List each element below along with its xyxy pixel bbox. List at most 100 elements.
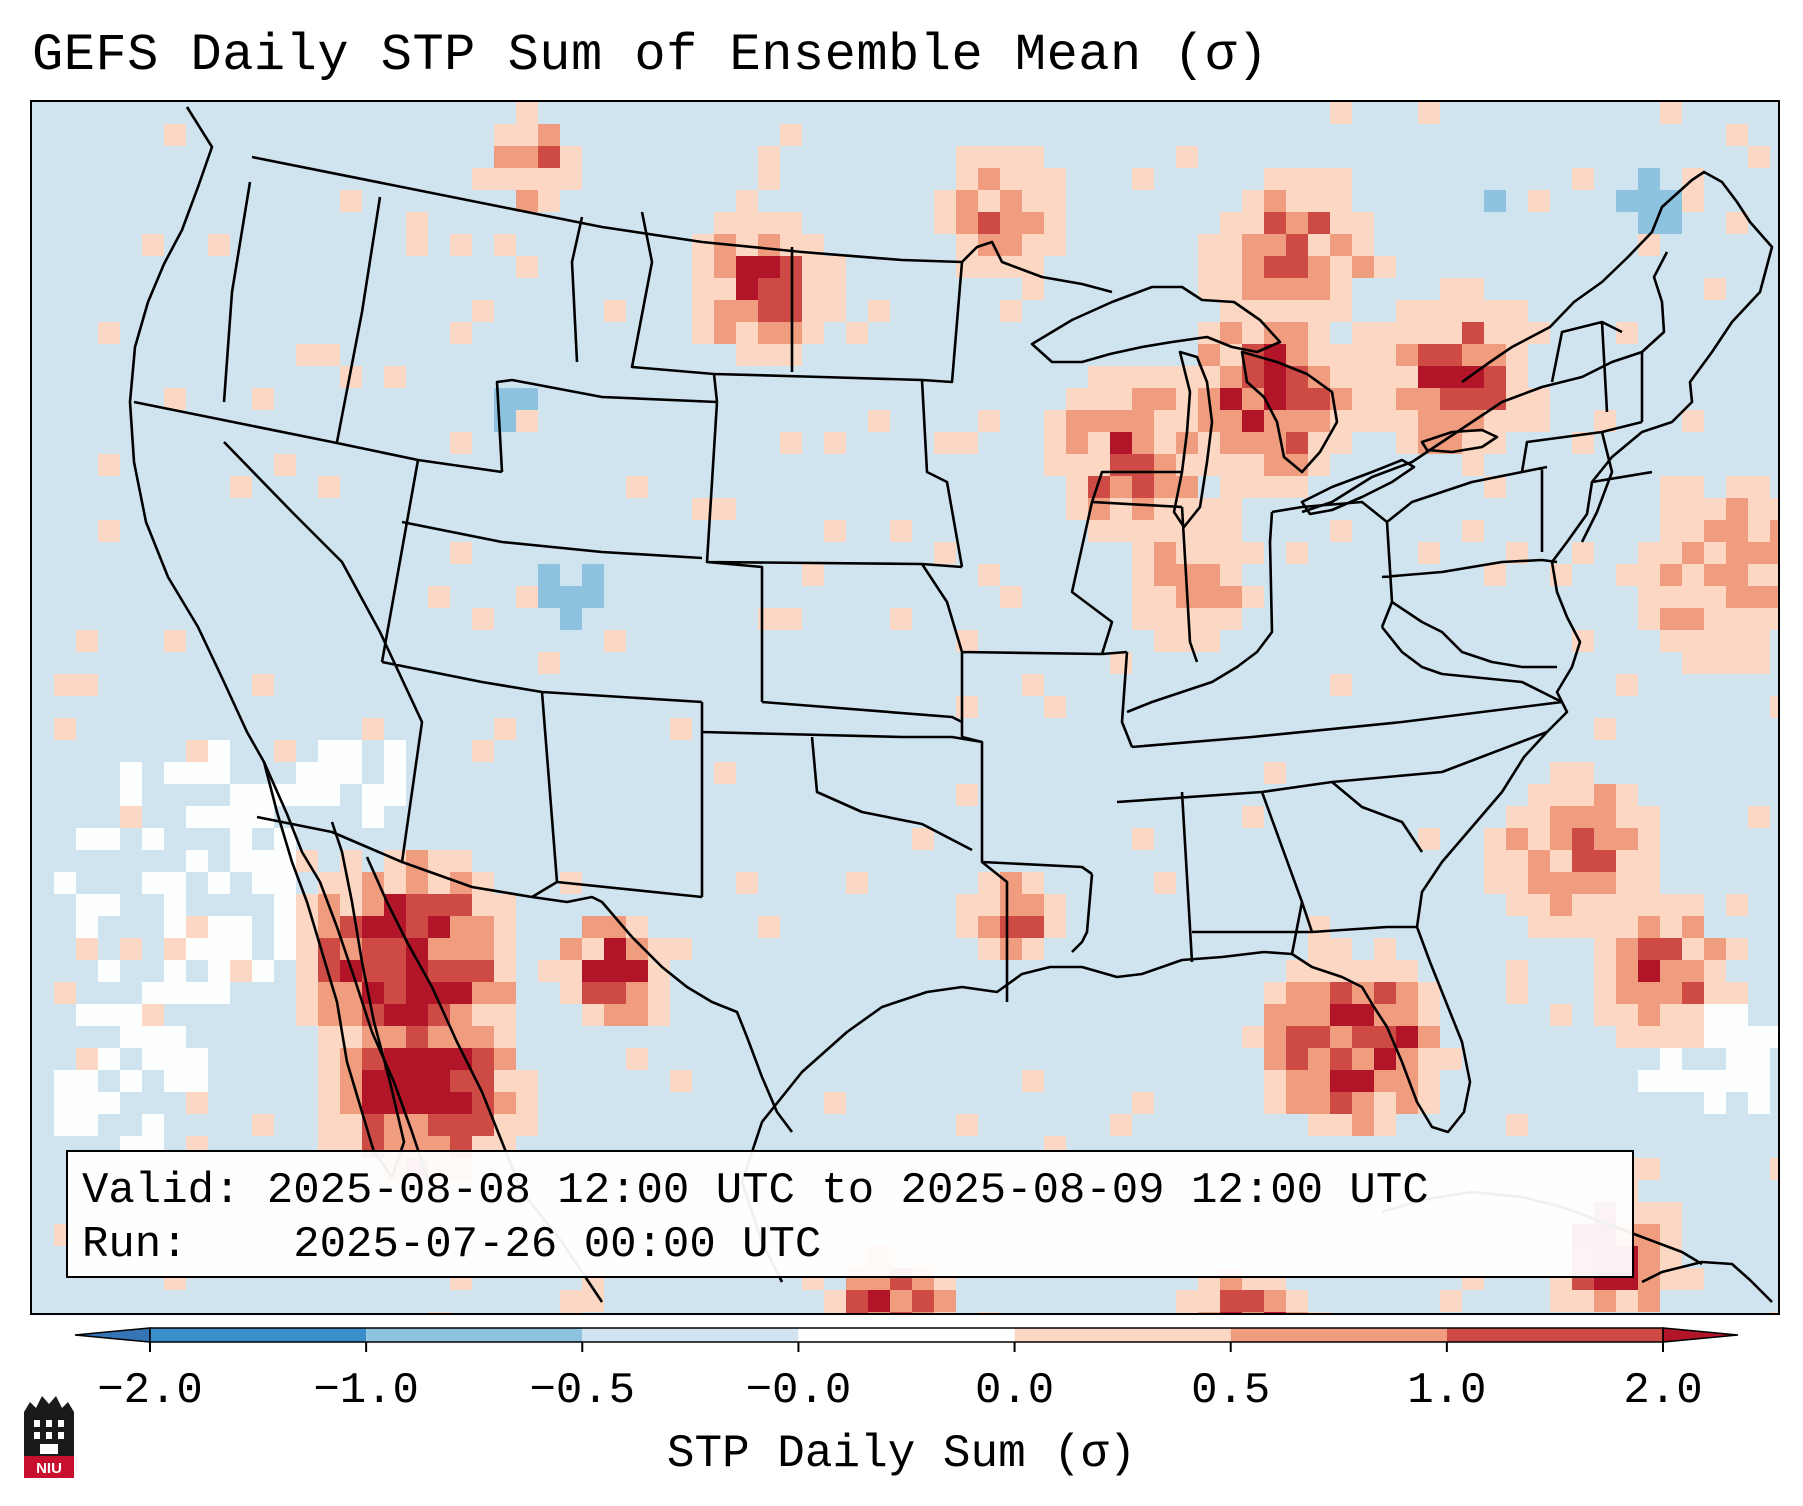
stp-grid-cell <box>1660 564 1682 586</box>
stp-grid-cell <box>1660 1070 1682 1092</box>
stp-grid-cell <box>1638 1004 1660 1026</box>
stp-grid-cell <box>428 1048 450 1070</box>
stp-grid-cell <box>868 300 890 322</box>
stp-grid-cell <box>582 586 604 608</box>
stp-grid-cell <box>1352 366 1374 388</box>
stp-grid-cell <box>1198 454 1220 476</box>
stp-grid-cell <box>1638 1202 1660 1224</box>
stp-grid-cell <box>1198 520 1220 542</box>
stp-grid-cell <box>1110 388 1132 410</box>
stp-grid-cell <box>1264 388 1286 410</box>
stp-grid-cell <box>252 872 274 894</box>
stp-grid-cell <box>626 960 648 982</box>
stp-grid-cell <box>318 762 340 784</box>
stp-grid-cell <box>736 872 758 894</box>
colorbar-tick-label: −0.0 <box>745 1366 852 1416</box>
stp-grid-cell <box>1220 300 1242 322</box>
stp-grid-cell <box>1308 278 1330 300</box>
stp-grid-cell <box>802 322 824 344</box>
stp-grid-cell <box>494 1048 516 1070</box>
stp-grid-cell <box>1352 322 1374 344</box>
stp-grid-cell <box>582 916 604 938</box>
stp-grid-cell <box>1748 146 1770 168</box>
stp-grid-cell <box>868 410 890 432</box>
stp-grid-cell <box>318 1092 340 1114</box>
stp-grid-cell <box>1220 454 1242 476</box>
stp-grid-cell <box>340 1070 362 1092</box>
stp-grid-cell <box>1044 432 1066 454</box>
stp-grid-cell <box>1220 410 1242 432</box>
stp-grid-cell <box>1594 1290 1616 1312</box>
stp-grid-cell <box>824 1312 846 1313</box>
stp-grid-cell <box>516 168 538 190</box>
colorbar-extend-high <box>1662 1327 1739 1343</box>
stp-grid-cell <box>516 146 538 168</box>
stp-grid-cell <box>1000 234 1022 256</box>
stp-grid-cell <box>1660 1246 1682 1268</box>
stp-grid-cell <box>1286 190 1308 212</box>
stp-grid-cell <box>406 212 428 234</box>
stp-grid-cell <box>1242 410 1264 432</box>
stp-grid-cell <box>1660 1224 1682 1246</box>
stp-grid-cell <box>1550 1290 1572 1312</box>
stp-grid-cell <box>1748 476 1770 498</box>
stp-grid-cell <box>1220 322 1242 344</box>
stp-grid-cell <box>1176 388 1198 410</box>
stp-grid-cell <box>780 432 802 454</box>
stp-grid-cell <box>934 1290 956 1312</box>
stp-grid-cell <box>1396 432 1418 454</box>
stp-grid-cell <box>560 938 582 960</box>
stp-grid-cell <box>1220 278 1242 300</box>
stp-grid-cell <box>780 124 802 146</box>
stp-grid-cell <box>186 740 208 762</box>
stp-grid-cell <box>340 1026 362 1048</box>
stp-grid-cell <box>76 1048 98 1070</box>
stp-grid-cell <box>1638 1290 1660 1312</box>
stp-grid-cell <box>76 630 98 652</box>
stp-grid-cell <box>208 916 230 938</box>
colorbar-segment <box>1230 1328 1447 1342</box>
colorbar-tick-label: −1.0 <box>313 1366 419 1416</box>
stp-grid-cell <box>450 960 472 982</box>
stp-grid-cell <box>494 168 516 190</box>
stp-grid-cell <box>472 982 494 1004</box>
stp-grid-cell <box>208 806 230 828</box>
stp-grid-cell <box>1132 168 1154 190</box>
stp-grid-cell <box>252 960 274 982</box>
stp-grid-cell <box>1374 960 1396 982</box>
stp-grid-cell <box>384 1004 406 1026</box>
stp-grid-cell <box>164 1070 186 1092</box>
stp-grid-cell <box>1770 1312 1778 1313</box>
stp-grid-cell <box>1330 300 1352 322</box>
stp-grid-cell <box>362 1070 384 1092</box>
stp-grid-cell <box>560 1290 582 1312</box>
stp-grid-cell <box>758 234 780 256</box>
stp-grid-cell <box>1770 1026 1778 1048</box>
stp-grid-cell <box>1374 1092 1396 1114</box>
stp-grid-cell <box>54 1114 76 1136</box>
stp-grid-cell <box>1396 1004 1418 1026</box>
stp-grid-cell <box>1550 894 1572 916</box>
stp-grid-cell <box>516 256 538 278</box>
stp-grid-cell <box>758 608 780 630</box>
stp-grid-cell <box>1022 234 1044 256</box>
stp-grid-cell <box>362 894 384 916</box>
stp-grid-cell <box>1748 1048 1770 1070</box>
stp-grid-cell <box>1528 410 1550 432</box>
stp-grid-cell <box>98 1092 120 1114</box>
stp-grid-cell <box>450 1004 472 1026</box>
stp-grid-cell <box>472 168 494 190</box>
stp-grid-cell <box>758 146 780 168</box>
stp-grid-cell <box>1264 762 1286 784</box>
stp-grid-cell <box>890 608 912 630</box>
stp-grid-cell <box>516 102 538 124</box>
stp-grid-cell <box>1154 432 1176 454</box>
stp-grid-cell <box>164 916 186 938</box>
stp-grid-cell <box>384 762 406 784</box>
stp-grid-cell <box>472 1004 494 1026</box>
stp-grid-cell <box>1264 982 1286 1004</box>
stp-grid-cell <box>1462 278 1484 300</box>
stp-grid-cell <box>1330 168 1352 190</box>
stp-grid-cell <box>1704 938 1726 960</box>
stp-grid-cell <box>1506 322 1528 344</box>
